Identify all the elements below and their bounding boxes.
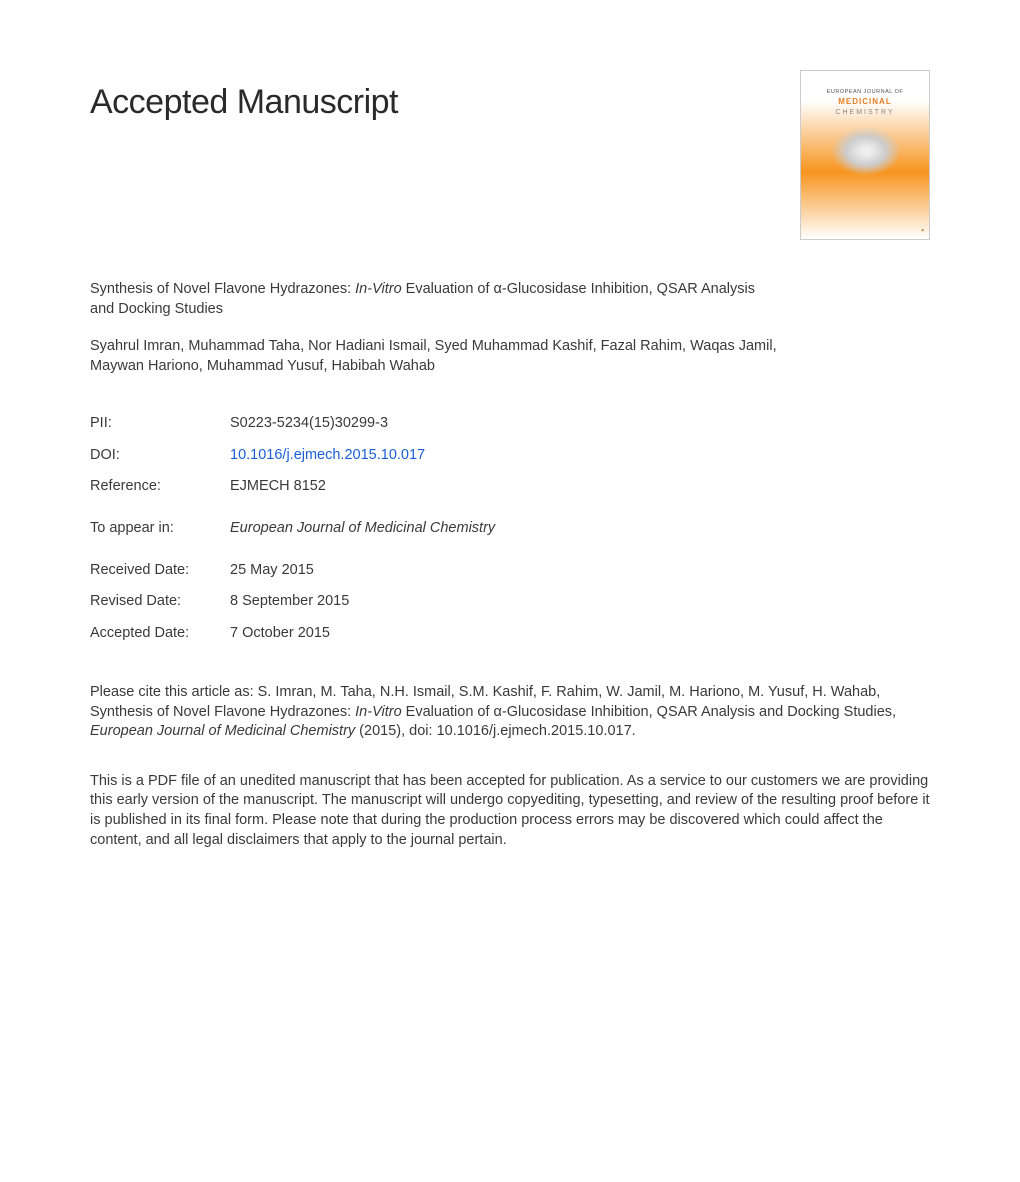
citation-italic2: European Journal of Medicinal Chemistry (90, 723, 355, 739)
doi-link[interactable]: 10.1016/j.ejmech.2015.10.017 (230, 447, 425, 463)
cover-line2: MEDICINAL (801, 97, 929, 108)
reference-value: EJMECH 8152 (230, 471, 495, 503)
cover-title: EUROPEAN JOURNAL OF MEDICINAL CHEMISTRY (801, 89, 929, 118)
disclaimer-text: This is a PDF file of an unedited manusc… (90, 772, 930, 850)
citation-italic1: In-Vitro (355, 704, 401, 720)
accepted-label: Accepted Date: (90, 618, 230, 650)
meta-row-accepted: Accepted Date: 7 October 2015 (90, 618, 495, 650)
appear-value: European Journal of Medicinal Chemistry (230, 503, 495, 555)
meta-row-appear: To appear in: European Journal of Medici… (90, 503, 495, 555)
appear-label: To appear in: (90, 503, 230, 555)
revised-label: Revised Date: (90, 586, 230, 618)
pii-value: S0223-5234(15)30299-3 (230, 408, 495, 440)
title-prefix: Synthesis of Novel Flavone Hydrazones: (90, 281, 355, 297)
title-italic: In-Vitro (355, 281, 401, 297)
cover-line3: CHEMISTRY (801, 108, 929, 117)
accepted-value: 7 October 2015 (230, 618, 495, 650)
journal-cover-thumbnail: EUROPEAN JOURNAL OF MEDICINAL CHEMISTRY … (800, 70, 930, 240)
article-title: Synthesis of Novel Flavone Hydrazones: I… (90, 280, 770, 319)
cover-corner-mark: ✦ (920, 228, 926, 236)
metadata-table: PII: S0223-5234(15)30299-3 DOI: 10.1016/… (90, 408, 495, 649)
revised-value: 8 September 2015 (230, 586, 495, 618)
meta-row-received: Received Date: 25 May 2015 (90, 555, 495, 587)
pii-label: PII: (90, 408, 230, 440)
citation-text: Please cite this article as: S. Imran, M… (90, 683, 930, 742)
meta-row-reference: Reference: EJMECH 8152 (90, 471, 495, 503)
page-heading: Accepted Manuscript (90, 80, 398, 126)
doi-label: DOI: (90, 440, 230, 472)
citation-suffix: (2015), doi: 10.1016/j.ejmech.2015.10.01… (355, 723, 636, 739)
received-value: 25 May 2015 (230, 555, 495, 587)
received-label: Received Date: (90, 555, 230, 587)
cover-line1: EUROPEAN JOURNAL OF (801, 89, 929, 96)
citation-mid: Evaluation of α-Glucosidase Inhibition, … (402, 704, 896, 720)
meta-row-doi: DOI: 10.1016/j.ejmech.2015.10.017 (90, 440, 495, 472)
reference-label: Reference: (90, 471, 230, 503)
authors-list: Syahrul Imran, Muhammad Taha, Nor Hadian… (90, 337, 790, 376)
header-row: Accepted Manuscript EUROPEAN JOURNAL OF … (90, 80, 930, 240)
meta-row-pii: PII: S0223-5234(15)30299-3 (90, 408, 495, 440)
cover-molecule-graphic (831, 126, 901, 176)
meta-row-revised: Revised Date: 8 September 2015 (90, 586, 495, 618)
